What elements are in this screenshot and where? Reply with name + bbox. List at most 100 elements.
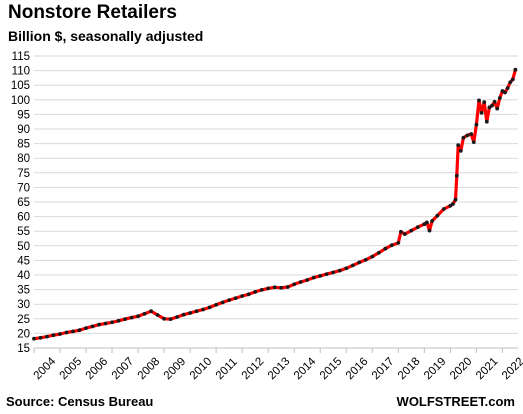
data-point (58, 332, 62, 336)
data-point (492, 99, 497, 104)
y-tick-label: 105 (11, 80, 30, 92)
x-tick-label: 2009 (162, 356, 189, 383)
data-point (454, 173, 459, 178)
data-point (513, 67, 518, 72)
data-point (389, 243, 394, 248)
data-point (142, 311, 147, 316)
data-point (84, 326, 88, 330)
data-point (469, 132, 474, 136)
data-point (482, 100, 487, 104)
x-tick-label: 2017 (370, 356, 397, 383)
data-point (97, 322, 101, 327)
y-tick-label: 45 (17, 255, 30, 267)
data-point (376, 250, 381, 255)
data-point (71, 329, 75, 334)
y-tick-label: 15 (17, 343, 30, 355)
data-point (324, 272, 329, 276)
data-point (155, 313, 160, 317)
data-point (477, 98, 481, 103)
data-point (383, 246, 388, 251)
data-point (458, 149, 463, 153)
y-tick-label: 20 (17, 328, 30, 340)
y-tick-label: 90 (17, 124, 30, 136)
data-point (350, 263, 355, 268)
data-point (415, 225, 420, 230)
series (32, 67, 518, 341)
data-point (402, 232, 407, 237)
y-tick-label: 40 (17, 270, 30, 282)
data-point (77, 328, 82, 333)
y-tick-label: 100 (11, 95, 30, 107)
data-point (451, 202, 455, 206)
chart-title: Nonstore Retailers (8, 2, 177, 23)
x-tick-label: 2018 (396, 356, 423, 383)
data-point (465, 133, 470, 138)
x-tick-label: 2020 (448, 356, 475, 383)
data-point (399, 229, 403, 234)
data-point (331, 270, 336, 275)
x-tick-label: 2007 (110, 356, 137, 383)
data-point (479, 111, 484, 115)
data-point (456, 143, 461, 148)
data-point (292, 282, 297, 287)
y-tick-label: 95 (17, 109, 30, 121)
data-point (503, 90, 507, 95)
data-point (298, 280, 303, 284)
x-tick-label: 2019 (422, 356, 449, 383)
data-point (201, 307, 206, 312)
data-point (64, 330, 69, 335)
x-tick-label: 2004 (32, 355, 59, 382)
data-point (266, 286, 271, 291)
data-point (253, 290, 258, 294)
y-tick-label: 80 (17, 153, 30, 165)
data-point (337, 268, 342, 273)
data-point (259, 288, 264, 292)
data-point (233, 296, 238, 300)
data-point (168, 317, 173, 321)
data-point (430, 219, 434, 223)
y-tick-label: 50 (17, 241, 30, 253)
data-point (279, 285, 284, 290)
data-point (510, 77, 515, 82)
source-label: Source: Census Bureau (6, 394, 154, 409)
data-point (240, 294, 245, 298)
data-point (32, 336, 36, 341)
data-point (495, 106, 500, 111)
data-point (363, 257, 368, 262)
data-point (194, 309, 199, 314)
data-point (441, 207, 446, 211)
gridlines (34, 55, 518, 334)
data-point (175, 315, 180, 319)
data-point (38, 335, 43, 340)
y-tick-label: 35 (17, 285, 30, 297)
data-point (162, 316, 167, 321)
y-tick-label: 85 (17, 139, 30, 151)
data-point (409, 228, 414, 233)
y-tick-label: 70 (17, 182, 30, 194)
data-point (181, 312, 186, 317)
x-tick-label: 2010 (188, 356, 215, 383)
data-point (227, 298, 232, 302)
data-point (370, 254, 375, 259)
y-tick-label: 30 (17, 299, 30, 311)
data-point (136, 314, 141, 319)
series-line (32, 68, 517, 341)
data-point (51, 333, 56, 338)
data-point (110, 320, 114, 325)
data-point (425, 220, 429, 225)
y-tick-label: 25 (17, 314, 30, 326)
data-point (103, 321, 108, 326)
data-point (123, 317, 127, 321)
data-point (45, 334, 49, 339)
y-tick-label: 60 (17, 212, 30, 224)
x-tick-label: 2008 (136, 356, 163, 383)
x-tick-label: 2006 (84, 356, 111, 383)
data-point (129, 315, 134, 320)
data-point (505, 86, 510, 90)
data-point (207, 305, 212, 310)
brand-label: WOLFSTREET.com (396, 394, 515, 409)
data-point (149, 309, 154, 314)
data-point (285, 285, 290, 289)
y-tick-label: 115 (12, 51, 30, 63)
